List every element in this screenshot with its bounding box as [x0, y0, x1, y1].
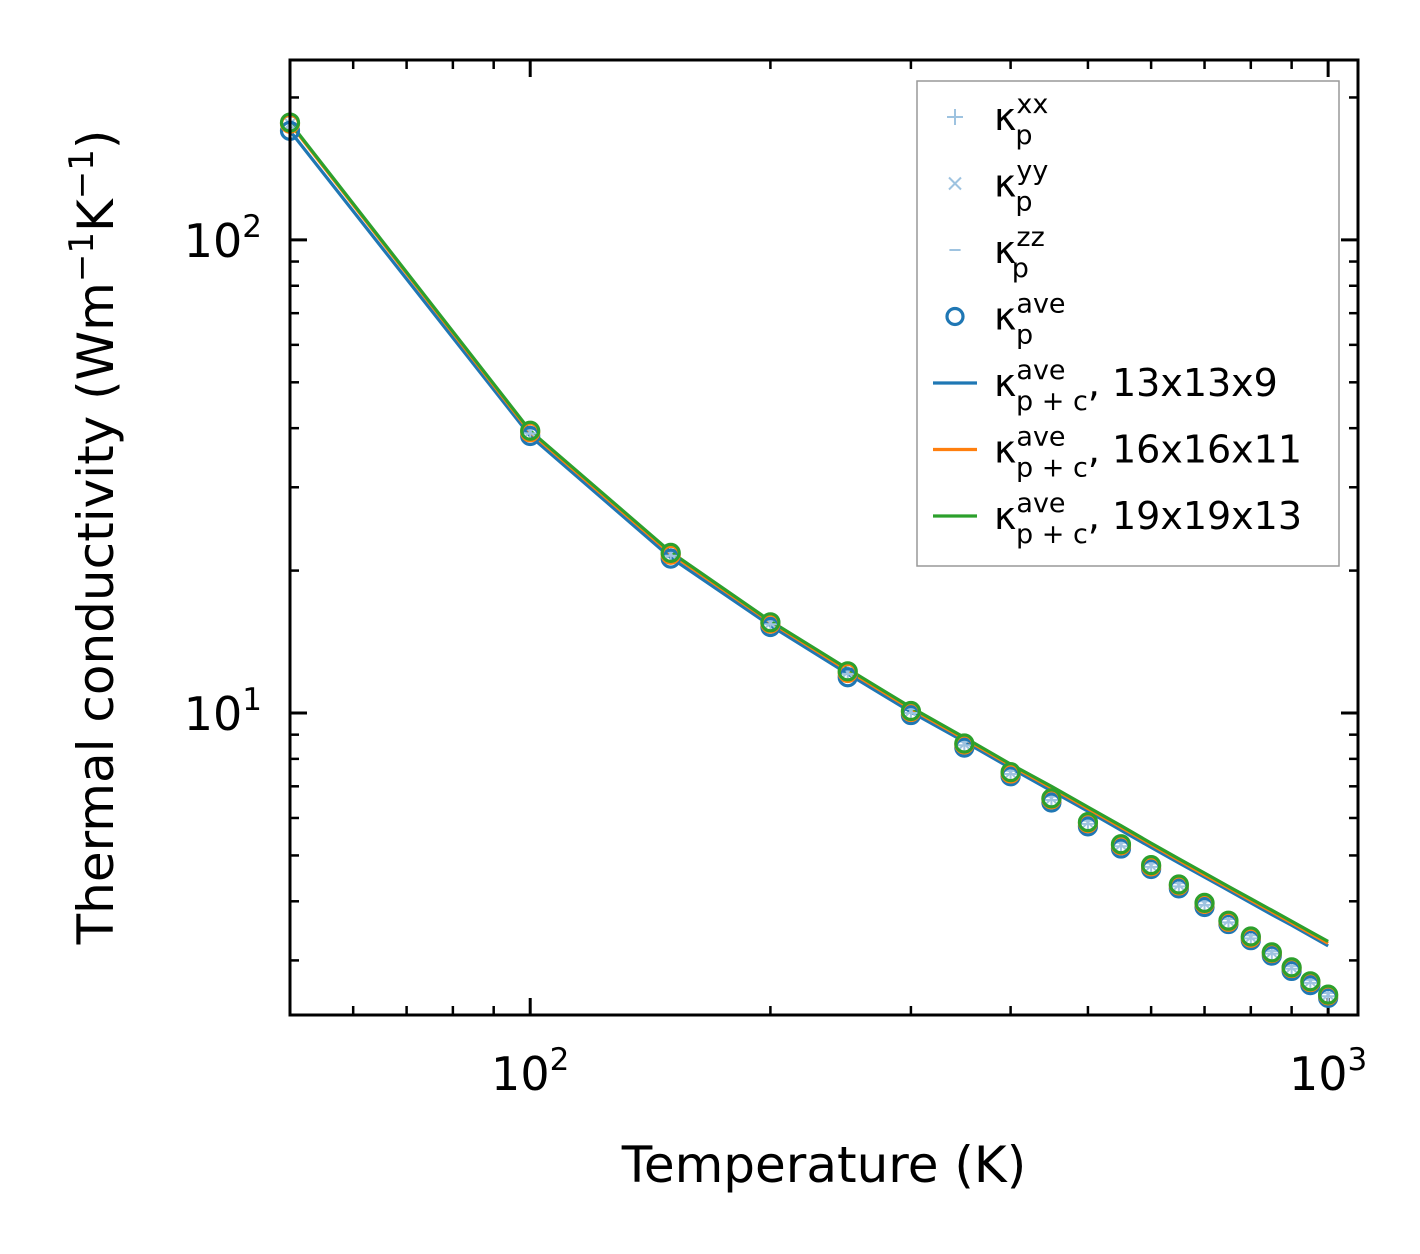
legend-marker — [945, 306, 965, 327]
data-point — [954, 733, 975, 754]
axis-tick-labels: 102 103 101 102 — [184, 209, 1368, 1101]
legend-label: κzz p — [994, 222, 1045, 284]
plot-area — [279, 112, 1339, 1008]
legend-entry-7: κave p + c, 19x19x13 — [933, 488, 1302, 550]
data-point — [1240, 926, 1261, 947]
data-point — [760, 612, 781, 633]
legend-entry-2: κyy p — [948, 156, 1048, 218]
plot-frame — [288, 58, 1360, 1017]
legend-label: κave p + c, 13x13x9 — [994, 355, 1278, 417]
x-tick-label: 103 — [1289, 1042, 1367, 1101]
data-point — [1318, 984, 1339, 1005]
data-point — [660, 542, 681, 563]
legend-frame — [916, 80, 1340, 567]
x-axis-label: Temperature (K) — [621, 1136, 1026, 1194]
legend-label: κave p + c, 19x19x13 — [994, 488, 1302, 550]
legend-label: κave p + c, 16x16x11 — [994, 422, 1302, 484]
legend-entry-5: κave p + c, 13x13x9 — [933, 355, 1278, 417]
legend-entry-1: κxx p — [947, 89, 1048, 151]
data-point — [1300, 971, 1321, 992]
y-tick-label: 102 — [184, 209, 262, 268]
scatter-series-6 — [279, 112, 1339, 1005]
y-tick-label: 101 — [184, 682, 262, 741]
x-tick-label: 102 — [491, 1042, 569, 1101]
y-axis-label: Thermal conductivity (Wm−1K−1) — [62, 130, 125, 946]
legend-label: κyy p — [994, 156, 1048, 218]
data-point — [520, 420, 541, 441]
legend-marker — [947, 109, 963, 125]
line-series-3 — [288, 121, 1329, 943]
data-point — [1000, 762, 1021, 783]
data-point — [837, 661, 858, 682]
data-point — [1194, 892, 1215, 913]
data-point — [1218, 910, 1239, 931]
line-series — [288, 121, 1329, 948]
legend-entry-4: κave p — [945, 289, 1066, 351]
data-point — [1281, 957, 1302, 978]
legend-entry-6: κave p + c, 16x16x11 — [933, 422, 1302, 484]
data-point — [1141, 855, 1162, 876]
data-point — [1041, 788, 1062, 809]
legend-label: κxx p — [994, 89, 1048, 151]
legend-label: κave p — [994, 289, 1066, 351]
scatter-series — [279, 112, 1339, 1008]
data-point — [1168, 874, 1189, 895]
data-point — [1261, 942, 1282, 963]
legend-marker — [948, 176, 962, 191]
data-point — [900, 700, 922, 722]
data-point — [1077, 812, 1099, 833]
line-series-1 — [288, 129, 1329, 948]
data-point — [1110, 834, 1132, 855]
legend-entry-3: κzz p — [949, 222, 1045, 284]
